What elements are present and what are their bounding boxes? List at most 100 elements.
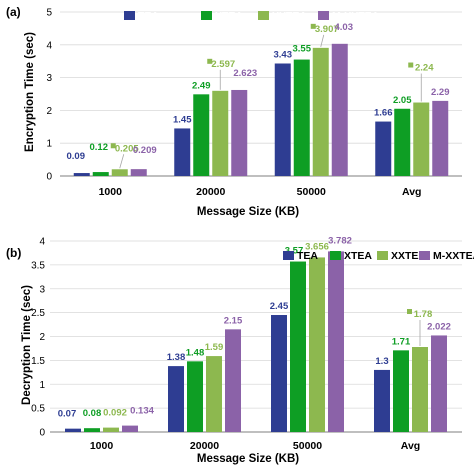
bar-xxtea-50000 xyxy=(312,47,329,176)
y-tick-label: 3 xyxy=(39,284,45,295)
chart-decryption: (b) 0 0.5 1 1.5 2 2.5 3 3.5 4 0.07 0.08 0.092 0.134… xyxy=(6,235,474,465)
data-label: 2.15 xyxy=(224,315,243,326)
data-label: 1.3 xyxy=(375,356,388,367)
legend-label-mxxtea: M-XXTEA xyxy=(332,10,380,22)
leader-line xyxy=(320,34,325,47)
bar-mxxtea-20000 xyxy=(225,329,241,432)
y-tick-label: 0.5 xyxy=(31,404,45,415)
bar-xxtea-20000 xyxy=(206,356,222,432)
y-tick-label: 1 xyxy=(46,139,52,150)
data-label: 0.09 xyxy=(67,151,86,162)
label-marker xyxy=(110,143,116,149)
bar-mxxtea-1000 xyxy=(122,425,138,432)
bar-mxxtea-50000 xyxy=(328,251,344,432)
y-tick-label: 1 xyxy=(39,380,45,391)
data-label: 1.71 xyxy=(392,336,411,347)
bar-xxtea-20000 xyxy=(212,90,229,176)
x-axis-label-b: Message Size (KB) xyxy=(197,453,299,465)
data-label: 1.66 xyxy=(374,108,393,119)
legend-swatch-xtea xyxy=(330,251,341,260)
legend-label-tea: TEA xyxy=(297,250,318,262)
legend-swatch-tea xyxy=(283,251,294,260)
data-label: 0.08 xyxy=(83,408,102,419)
panel-label-b: (b) xyxy=(6,246,21,260)
legend-a: TEA XTEA XXTEA M-XXTEA xyxy=(124,10,380,22)
bar-mxxtea-avg xyxy=(431,335,447,432)
bar-mxxtea-50000 xyxy=(331,43,348,176)
y-tick-label: 3 xyxy=(46,73,52,84)
data-label: 1.59 xyxy=(205,342,224,353)
bar-xtea-20000 xyxy=(187,361,203,432)
data-label: 0.134 xyxy=(130,406,154,417)
legend-swatch-xxtea xyxy=(258,11,269,20)
y-tick-label: 0 xyxy=(39,428,45,439)
x-tick-label: 50000 xyxy=(297,186,326,198)
y-tick-label: 2.5 xyxy=(31,308,45,319)
data-label: 3.907 xyxy=(315,24,339,35)
bar-xxtea-avg xyxy=(412,347,428,432)
legend-label-xxtea: XXTEA xyxy=(391,250,426,262)
bar-xtea-50000 xyxy=(290,261,306,432)
legend-label-xtea: XTEA xyxy=(344,250,372,262)
bar-tea-50000 xyxy=(274,63,291,176)
leader-line xyxy=(119,154,125,169)
legend-b: TEA XTEA XXTEA M-XXTEA xyxy=(283,250,474,262)
bar-tea-1000 xyxy=(73,173,90,176)
y-tick-label: 0 xyxy=(46,172,52,183)
x-tick-label: Avg xyxy=(402,186,421,198)
data-label: 2.45 xyxy=(270,301,289,312)
legend-swatch-tea xyxy=(124,11,135,20)
x-tick-label: 1000 xyxy=(99,186,123,198)
data-label: 0.07 xyxy=(58,409,77,420)
bar-xxtea-1000 xyxy=(103,427,119,432)
legend-label-xxtea: XXTEA xyxy=(272,10,307,22)
legend-swatch-mxxtea xyxy=(318,11,329,20)
y-ticks-b: 0 0.5 1 1.5 2 2.5 3 3.5 4 xyxy=(31,237,45,439)
data-label: 3.55 xyxy=(293,44,312,55)
x-tick-label: 20000 xyxy=(190,440,219,452)
y-tick-label: 1.5 xyxy=(31,356,45,367)
legend-swatch-mxxtea xyxy=(419,251,430,260)
data-label: 1.48 xyxy=(186,347,205,358)
bar-xtea-50000 xyxy=(293,59,310,177)
x-tick-label: 1000 xyxy=(90,440,114,452)
data-label: 2.623 xyxy=(233,68,257,79)
label-marker xyxy=(407,309,412,315)
y-tick-label: 2 xyxy=(46,106,52,117)
bar-xxtea-50000 xyxy=(309,257,325,432)
bar-xxtea-1000 xyxy=(111,169,128,176)
bar-xtea-avg xyxy=(394,108,411,176)
x-axis-label-a: Message Size (KB) xyxy=(197,206,299,218)
bar-tea-50000 xyxy=(271,315,287,432)
legend-label-xtea: XTEA xyxy=(215,10,243,22)
bar-mxxtea-avg xyxy=(432,100,449,176)
bar-tea-avg xyxy=(374,369,390,432)
data-label: 1.38 xyxy=(167,352,186,363)
bar-xxtea-avg xyxy=(413,102,430,176)
bar-tea-20000 xyxy=(174,128,191,176)
bar-xtea-1000 xyxy=(92,172,109,176)
bars-a xyxy=(73,43,449,177)
bar-xtea-avg xyxy=(393,350,409,432)
data-label: 2.24 xyxy=(415,63,434,74)
data-label: 0.205 xyxy=(115,143,139,154)
legend-label-tea: TEA xyxy=(138,10,159,22)
data-label: 2.597 xyxy=(211,59,235,70)
legend-label-mxxtea: M-XXTEA xyxy=(433,250,474,262)
x-ticks-a: 1000 20000 50000 Avg xyxy=(99,186,422,198)
label-marker xyxy=(207,58,213,64)
data-label: 2.49 xyxy=(192,80,211,91)
data-label: 3.43 xyxy=(274,49,293,60)
data-label: 2.05 xyxy=(393,95,412,106)
bar-tea-1000 xyxy=(65,428,81,432)
data-label: 4.03 xyxy=(335,22,354,33)
x-ticks-b: 1000 20000 50000 Avg xyxy=(90,440,420,452)
y-tick-label: 5 xyxy=(46,8,52,19)
y-tick-label: 4 xyxy=(39,237,45,248)
data-label: 0.12 xyxy=(90,142,109,153)
bar-mxxtea-20000 xyxy=(231,89,248,176)
y-tick-label: 4 xyxy=(46,40,52,51)
